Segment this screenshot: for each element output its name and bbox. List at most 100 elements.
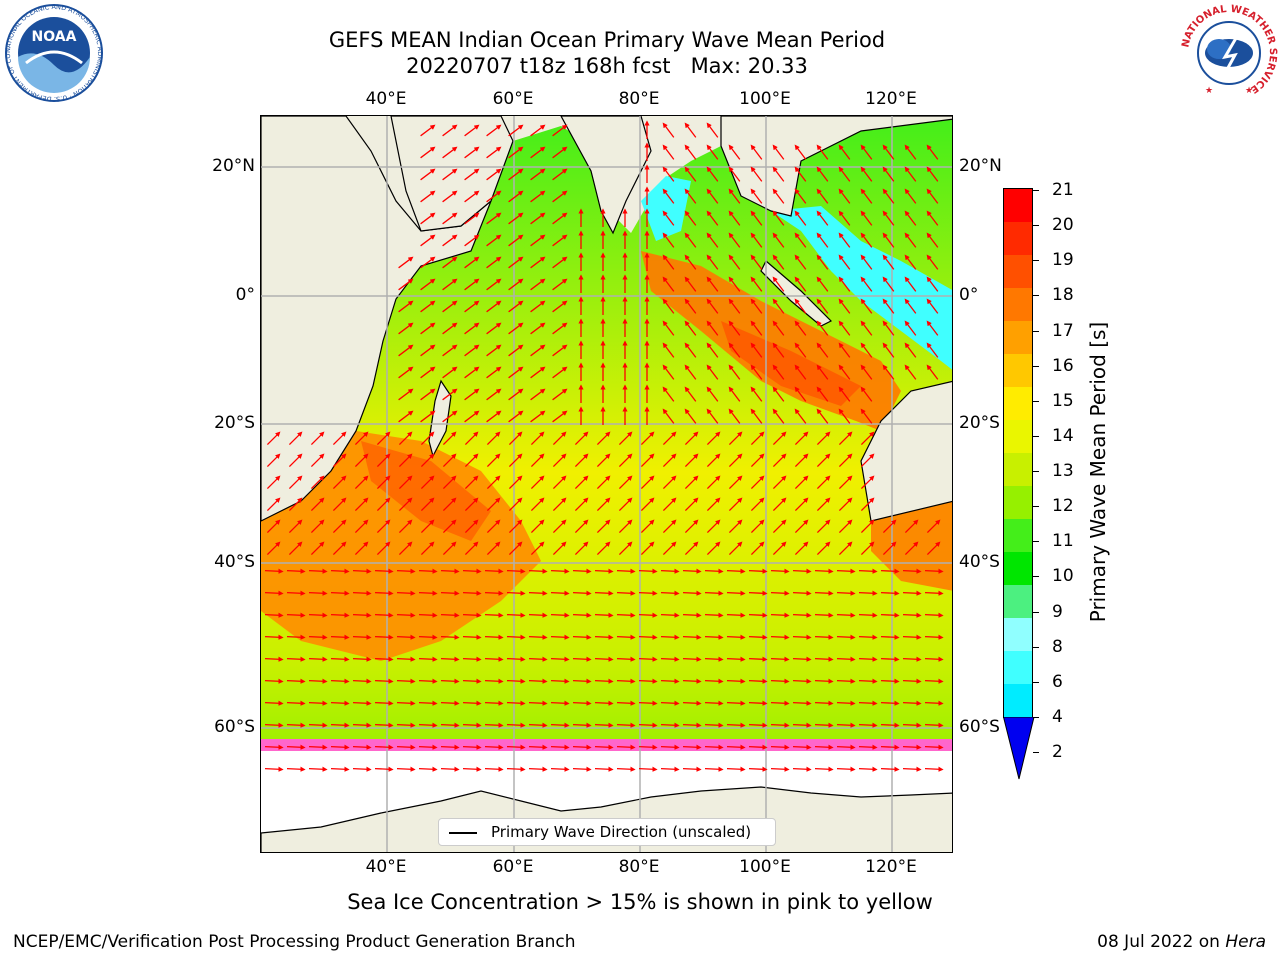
wave-direction-arrow [684,475,699,490]
footer-date: 08 Jul 2022 on Hera [1097,932,1266,952]
wave-direction-arrow [816,541,831,556]
wave-direction-arrow [770,634,790,640]
wave-direction-arrow [264,656,284,662]
wave-direction-arrow [486,256,502,269]
wave-direction-arrow [440,766,460,772]
colorbar-tick-mark [1033,716,1039,718]
wave-direction-arrow [354,497,369,512]
wave-direction-arrow [462,634,482,640]
wave-direction-arrow [308,678,328,684]
wave-direction-arrow [508,168,524,181]
colorbar-tick-label: 2 [1052,742,1063,762]
wave-direction-arrow [904,232,917,248]
wave-direction-arrow [508,278,524,291]
wave-direction-arrow [728,364,741,380]
wave-direction-arrow [508,190,524,203]
wave-direction-arrow [880,612,900,618]
wave-direction-arrow [616,612,636,618]
wave-direction-arrow [506,744,526,750]
colorbar-tick-label: 11 [1052,531,1074,552]
wave-direction-arrow [420,453,435,468]
wave-direction-arrow [772,320,785,336]
wave-direction-arrow [486,519,501,534]
wave-direction-arrow [574,541,589,556]
wave-direction-arrow [288,497,303,512]
wave-direction-arrow [836,700,856,706]
wave-direction-arrow [882,276,895,292]
wave-direction-arrow [770,612,790,618]
wave-direction-arrow [794,276,807,292]
wave-direction-arrow [814,744,834,750]
wave-direction-arrow [550,722,570,728]
wave-direction-arrow [330,700,350,706]
wave-direction-arrow [880,700,900,706]
wave-direction-arrow [816,298,829,314]
colorbar-tick-label: 18 [1052,285,1074,306]
wave-direction-arrow [594,678,614,684]
wave-direction-arrow [396,612,416,618]
wave-direction-arrow [772,144,785,160]
wave-direction-arrow [442,124,458,137]
wave-direction-arrow [902,766,922,772]
wave-direction-arrow [398,453,413,468]
wave-direction-arrow [374,678,394,684]
wave-direction-arrow [464,344,480,357]
wave-direction-arrow [684,431,699,446]
colorbar-tick-mark [1033,506,1039,508]
wave-direction-arrow [330,612,350,618]
wave-direction-arrow [484,634,504,640]
wave-direction-arrow [728,519,743,534]
wave-direction-arrow [266,519,281,534]
wave-direction-arrow [926,320,939,336]
wave-direction-arrow [860,188,873,204]
wave-direction-arrow [332,453,347,468]
wave-direction-arrow [508,475,523,490]
footer-date-text: 08 Jul 2022 on [1097,932,1226,952]
wave-direction-arrow [860,144,873,160]
wave-direction-arrow [550,678,570,684]
wave-direction-arrow [770,722,790,728]
wave-direction-arrow [398,541,413,556]
wave-direction-arrow [286,612,306,618]
wave-direction-arrow [310,497,325,512]
wave-direction-arrow [530,322,546,335]
wave-direction-arrow [616,568,636,574]
wave-direction-arrow [442,519,457,534]
wave-direction-arrow [464,388,480,401]
wave-direction-arrow [836,744,856,750]
wave-direction-arrow [508,256,524,269]
wave-direction-arrow [486,190,502,203]
wave-direction-arrow [420,366,436,379]
wave-direction-arrow [484,590,504,596]
wave-direction-arrow [398,410,414,423]
wave-direction-arrow [882,188,895,204]
wave-direction-arrow [616,678,636,684]
wave-direction-arrow [660,568,680,574]
wave-direction-arrow [924,568,944,574]
wave-direction-arrow [704,656,724,662]
wave-direction-arrow [704,744,724,750]
wave-direction-arrow [528,590,548,596]
wave-direction-arrow [330,678,350,684]
wave-direction-arrow [860,364,873,380]
wave-direction-arrow [860,431,875,446]
lon-label-top: 120°E [865,89,917,109]
wave-direction-arrow [772,210,785,226]
wave-direction-arrow [882,519,897,534]
wave-direction-arrow [750,254,763,270]
wave-direction-arrow [418,656,438,662]
wave-direction-arrow [352,612,372,618]
map-subtitle: 20220707 t18z 168h fcst Max: 20.33 [406,54,808,78]
wave-direction-arrow [836,678,856,684]
wave-direction-arrow [926,298,939,314]
wave-direction-arrow [552,190,568,203]
wave-direction-arrow [396,722,416,728]
wave-direction-arrow [682,612,702,618]
wave-direction-arrow [618,431,633,446]
wave-direction-arrow [684,232,697,248]
wave-direction-arrow [682,656,702,662]
wave-direction-arrow [860,210,873,226]
wave-direction-arrow [816,519,831,534]
wave-direction-arrow [442,410,458,423]
wave-direction-arrow [530,300,546,313]
